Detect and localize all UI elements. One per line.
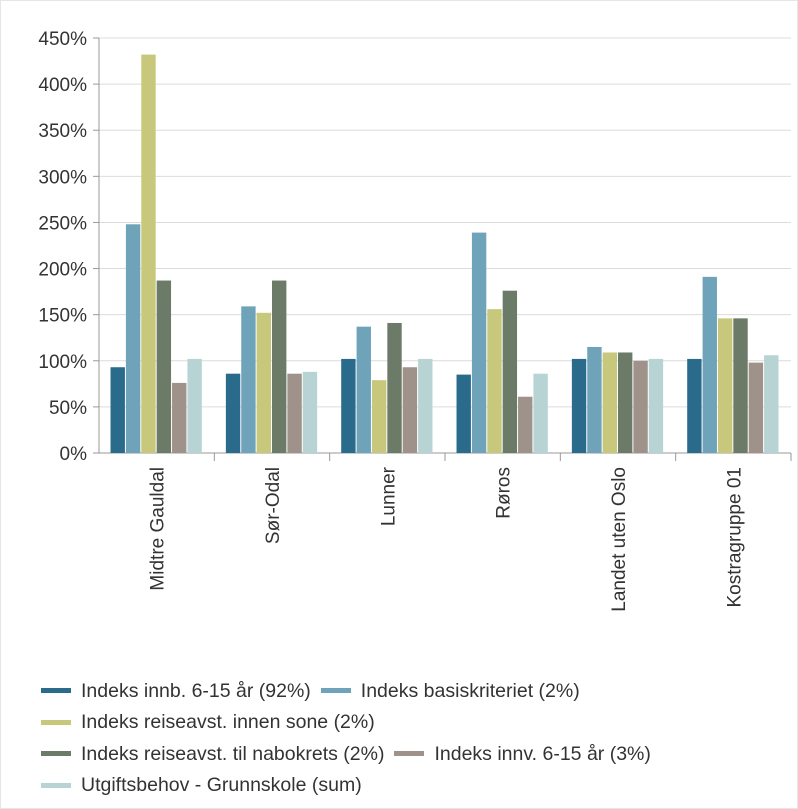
legend-item: Indeks reiseavst. til nabokrets (2%) — [41, 740, 384, 768]
legend: Indeks innb. 6-15 år (92%) Indeks basiskr… — [41, 673, 791, 799]
bar — [141, 54, 156, 453]
legend-swatch — [41, 782, 71, 788]
bar — [602, 352, 617, 453]
legend-item: Indeks innv. 6-15 år (3%) — [394, 740, 651, 768]
legend-label: Indeks innv. 6-15 år (3%) — [434, 742, 651, 765]
bar — [471, 232, 487, 453]
bar — [418, 358, 433, 453]
bar — [518, 396, 533, 453]
bars — [110, 54, 779, 453]
bar — [110, 367, 125, 453]
y-tick-label: 350% — [38, 121, 87, 142]
legend-swatch — [41, 751, 71, 756]
legend-label: Indeks reiseavst. innen sone (2%) — [81, 711, 375, 733]
bar — [187, 358, 202, 453]
legend-item: Indeks basiskriteriet (2%) — [320, 677, 580, 705]
bar — [502, 290, 518, 453]
y-tick-label: 50% — [49, 398, 87, 419]
bar-chart: 0% 50% 100% 150% 200% 250% 300% 350% 400% 450% Mi… — [38, 29, 792, 612]
bar — [256, 312, 271, 453]
bar — [402, 367, 418, 453]
bar — [302, 371, 318, 453]
legend-label: Indeks innb. 6-15 år (92%) — [81, 679, 311, 702]
bar — [241, 306, 256, 453]
bar — [156, 280, 172, 453]
bar — [125, 224, 141, 453]
x-tick-label: Midtre Gauldal — [148, 467, 169, 591]
bar — [272, 280, 287, 453]
bar — [487, 309, 502, 453]
y-tick-label: 0% — [60, 444, 88, 465]
bar — [387, 322, 402, 453]
x-tick-label: Røros — [494, 467, 515, 519]
bar — [633, 360, 648, 453]
bar — [225, 373, 241, 453]
y-tick-label: 450% — [38, 29, 87, 50]
y-tick-label: 150% — [38, 306, 87, 327]
bar — [717, 318, 733, 453]
bar — [618, 352, 633, 453]
y-tick-label: 250% — [38, 213, 87, 234]
bar — [702, 276, 717, 453]
bar — [371, 380, 387, 453]
bar — [687, 358, 702, 453]
bar — [748, 362, 764, 453]
y-tick-label: 200% — [38, 260, 87, 281]
bar — [341, 358, 356, 453]
legend-label: Indeks basiskriteriet (2%) — [360, 679, 580, 702]
y-tick-label: 300% — [38, 167, 87, 188]
bar — [356, 326, 371, 453]
legend-label: Utgiftsbehov - Grunnskole (sum) — [81, 774, 362, 796]
x-axis: Midtre Gauldal Sør-Odal Lunner Røros Landet … — [148, 466, 746, 611]
y-tick-label: 400% — [38, 75, 87, 96]
legend-swatch — [320, 688, 351, 693]
bar — [648, 358, 664, 453]
legend-item: Indeks reiseavst. innen sone (2%) — [41, 708, 375, 736]
bar — [571, 358, 587, 453]
legend-swatch — [41, 688, 71, 693]
bar — [587, 346, 602, 453]
bar — [456, 374, 471, 453]
bar — [733, 318, 748, 453]
x-tick-label: Lunner — [378, 466, 399, 526]
bar — [287, 373, 302, 453]
x-tick-label: Kostragruppe 01 — [724, 467, 745, 608]
x-tick-label: Sør-Odal — [263, 467, 284, 544]
bar — [764, 355, 779, 453]
legend-item: Indeks innb. 6-15 år (92%) — [41, 677, 311, 705]
legend-swatch — [41, 719, 71, 725]
y-tick-label: 100% — [38, 352, 87, 373]
legend-swatch — [394, 751, 425, 756]
grid-lines — [93, 37, 792, 461]
legend-item: Utgiftsbehov - Grunnskole (sum) — [41, 771, 362, 799]
x-tick-label: Landet uten Oslo — [609, 467, 630, 612]
bar — [172, 382, 187, 453]
legend-label: Indeks reiseavst. til nabokrets (2%) — [81, 742, 385, 765]
y-axis: 0% 50% 100% 150% 200% 250% 300% 350% 400% 450% — [38, 29, 87, 465]
bar — [533, 373, 548, 453]
